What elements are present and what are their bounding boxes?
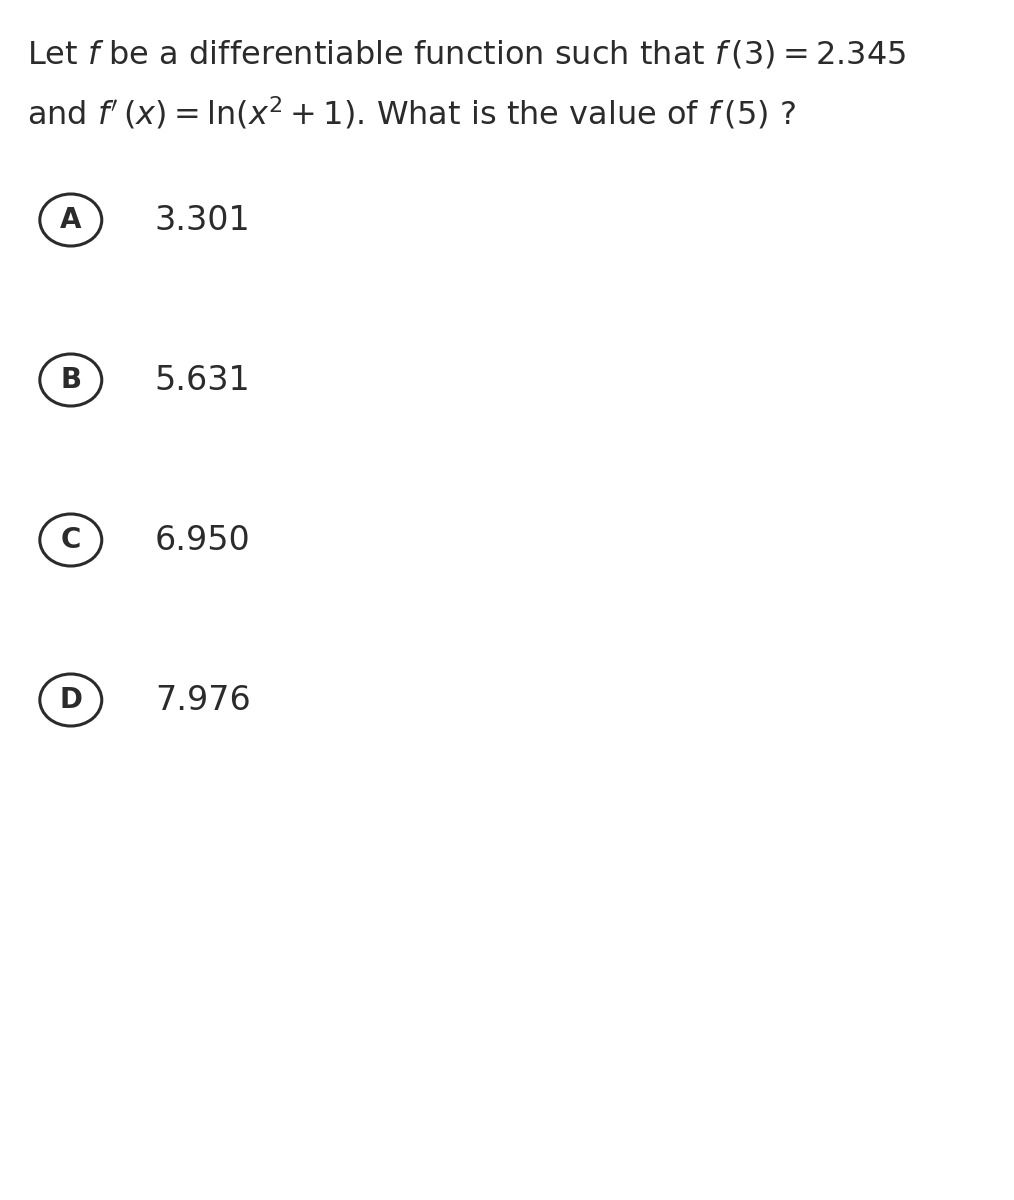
Text: 3.301: 3.301 <box>155 204 250 236</box>
Text: Let $f$ be a differentiable function such that $f\,(3) = 2.345$: Let $f$ be a differentiable function suc… <box>26 38 906 70</box>
Text: A: A <box>60 206 81 234</box>
Text: and $f^{\prime}\,(x) = \ln(x^2 + 1)$. What is the value of $f\,(5)$ ?: and $f^{\prime}\,(x) = \ln(x^2 + 1)$. Wh… <box>26 95 796 132</box>
Text: 7.976: 7.976 <box>155 684 250 716</box>
Text: B: B <box>60 366 81 394</box>
Text: C: C <box>61 526 81 554</box>
Text: 6.950: 6.950 <box>155 523 250 557</box>
Text: 5.631: 5.631 <box>155 364 250 396</box>
Text: D: D <box>59 686 82 714</box>
